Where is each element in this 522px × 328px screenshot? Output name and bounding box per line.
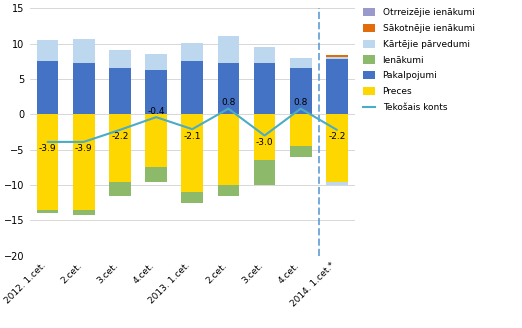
Bar [109,181,131,196]
Bar [37,40,58,61]
Text: -2.1: -2.1 [184,132,201,141]
Bar [218,114,239,185]
Bar [73,39,94,63]
Bar [290,146,312,157]
Bar [326,181,348,185]
Text: -3.0: -3.0 [256,138,274,147]
Bar [254,63,276,114]
Bar [218,36,239,63]
Bar [254,160,276,185]
Bar [182,114,203,192]
Bar [73,210,94,215]
Bar [37,114,58,210]
Bar [326,59,348,114]
Bar [290,68,312,114]
Text: -2.2: -2.2 [328,133,346,141]
Bar [37,61,58,114]
Bar [37,210,58,214]
Legend: Otrreizējie ienākumi, Sākotnējie ienākumi, Kārtējie pārvedumi, Ienākumi, Pakalpo: Otrreizējie ienākumi, Sākotnējie ienākum… [363,8,474,112]
Text: -3.9: -3.9 [39,145,56,154]
Bar [109,68,131,114]
Bar [145,167,167,181]
Bar [326,57,348,59]
Bar [145,114,167,167]
Bar [218,185,239,196]
Bar [145,71,167,114]
Bar [145,54,167,71]
Bar [326,114,348,181]
Bar [254,114,276,160]
Bar [218,63,239,114]
Text: -2.2: -2.2 [111,133,128,141]
Bar [290,58,312,68]
Bar [109,50,131,68]
Bar [73,63,94,114]
Text: 0.8: 0.8 [221,98,235,107]
Bar [290,114,312,146]
Bar [182,192,203,203]
Text: -0.4: -0.4 [147,107,165,116]
Bar [182,43,203,61]
Text: -3.9: -3.9 [75,145,92,154]
Bar [254,47,276,63]
Bar [182,61,203,114]
Bar [109,114,131,181]
Bar [326,55,348,57]
Bar [73,114,94,210]
Text: 0.8: 0.8 [293,98,308,107]
